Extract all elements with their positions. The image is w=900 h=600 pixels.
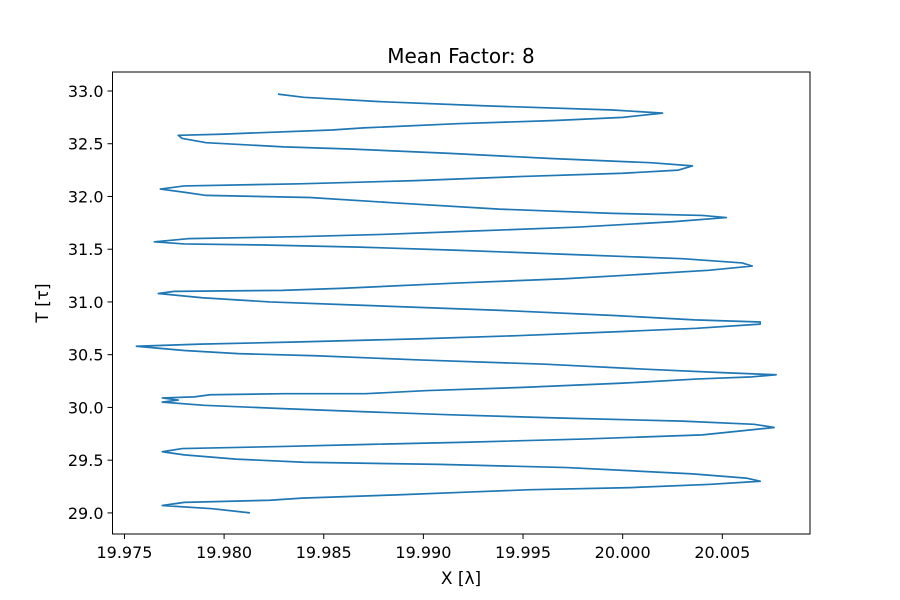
- x-tick-label: 19.985: [296, 543, 352, 562]
- x-tick-label: 19.995: [495, 543, 551, 562]
- axes-frame: [112, 71, 811, 535]
- plot-area: [135, 93, 777, 514]
- x-tick-label: 20.005: [694, 543, 750, 562]
- y-tick-label: 33.0: [68, 82, 104, 101]
- x-axis: 19.975 19.980 19.985 19.990 19.995 20.000 20.0…: [96, 534, 750, 562]
- x-tick-label: 19.990: [395, 543, 451, 562]
- x-tick-label: 20.000: [595, 543, 651, 562]
- x-tick-label: 19.980: [196, 543, 252, 562]
- y-tick-label: 30.5: [68, 346, 104, 365]
- chart-title: Mean Factor: 8: [387, 44, 535, 68]
- y-axis-label: T [τ]: [33, 283, 53, 323]
- y-tick-label: 32.0: [68, 187, 104, 206]
- y-tick-label: 30.0: [68, 398, 104, 417]
- x-tick-label: 19.975: [96, 543, 152, 562]
- x-axis-label: X [λ]: [441, 569, 481, 589]
- y-tick-label: 31.5: [68, 240, 104, 259]
- y-tick-label: 31.0: [68, 293, 104, 312]
- y-tick-label: 32.5: [68, 135, 104, 154]
- y-tick-label: 29.5: [68, 451, 104, 470]
- y-axis: 29.0 29.5 30.0 30.5 31.0 31.5 32.0 32.5 33.0: [68, 82, 113, 523]
- y-tick-label: 29.0: [68, 504, 104, 523]
- series-line-0: [135, 93, 777, 514]
